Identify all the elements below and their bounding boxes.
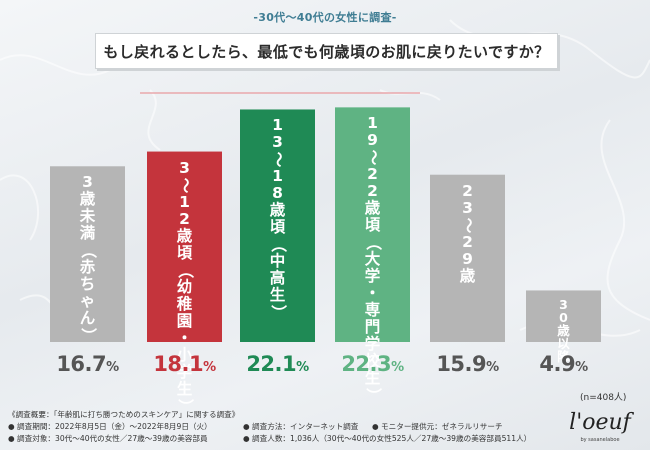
- bar-5: [430, 174, 505, 342]
- footer-monitor: ● モニター提供元：ゼネラルリサーチ: [372, 422, 503, 431]
- value-label-2: 18.1%: [153, 352, 216, 376]
- value-label-1: 16.7%: [56, 352, 119, 376]
- bar-label-1: 3 歳未満（赤ちゃん）: [78, 173, 97, 344]
- value-label-6: 4.9%: [539, 352, 588, 376]
- footer-target: ● 調査対象：30代〜40代の女性／27歳〜39歳の美容部員: [8, 434, 208, 443]
- brand-logo: l'oeuf: [569, 410, 631, 435]
- value-label-5: 15.9%: [436, 352, 499, 376]
- value-label-4: 22.3%: [341, 352, 404, 376]
- bar-2: [147, 151, 222, 342]
- footer-method: ● 調査方法：インターネット調査: [243, 422, 359, 431]
- sample-size-note: (n=408人): [580, 393, 627, 403]
- question-title: もし戻れるとしたら、最低でも何歳頃のお肌に戻りたいですか？: [95, 33, 558, 69]
- footer-overview: 《調査概要：「年齢肌に打ち勝つためのスキンケア」に関する調査》: [8, 410, 240, 419]
- value-label-3: 22.1%: [246, 352, 309, 376]
- bar-label-3: 1 3 〜 1 8 歳頃（中高生）: [268, 116, 287, 321]
- footer-period: ● 調査期間：2022年8月5日（金）〜2022年8月9日（火）: [8, 422, 212, 431]
- bar-label-5: 2 3 〜 2 9 歳: [458, 181, 477, 285]
- bar-4: [335, 107, 410, 342]
- bar-1: [50, 166, 125, 342]
- bar-label-2: 3 〜 1 2 歳頃（幼稚園・小学生）: [175, 158, 194, 414]
- bar-3: [240, 109, 315, 342]
- brand-logo-subtext: by sasanelaboe: [580, 437, 620, 443]
- survey-tag: -30代〜40代の女性に調査-: [253, 11, 397, 24]
- bar-6: [526, 290, 601, 342]
- footer-count: ● 調査人数：1,036人（30代〜40代の女性525人／27歳〜39歳の美容部…: [243, 434, 532, 443]
- bar-label-4: 1 9 〜 2 2 歳頃（大学・専門学校生）: [363, 114, 382, 404]
